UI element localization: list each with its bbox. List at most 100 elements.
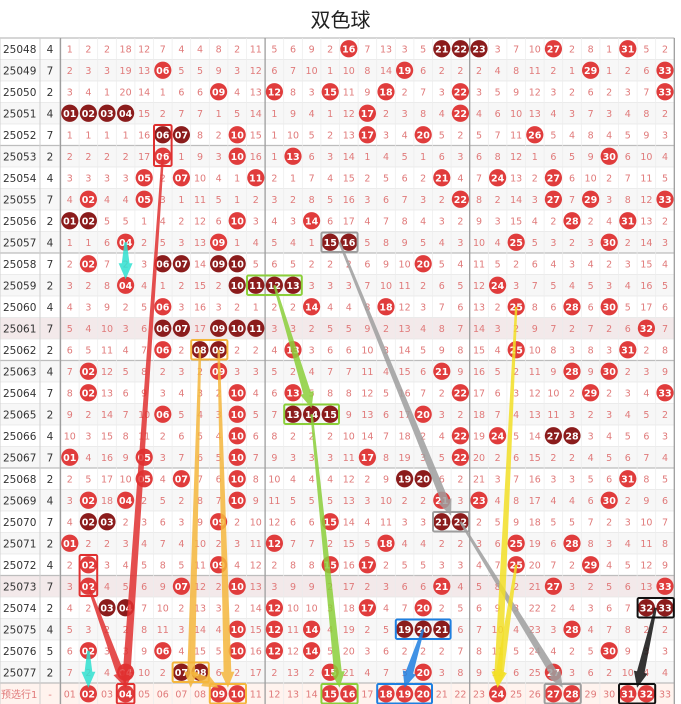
miss-count: 8 [588, 345, 594, 356]
miss-count: 6 [439, 152, 445, 163]
miss-count: 4 [569, 130, 575, 141]
footer-cell: 14 [306, 689, 318, 700]
miss-count: 14 [343, 152, 355, 163]
miss-count: 2 [495, 302, 501, 313]
miss-count: 16 [640, 281, 652, 292]
ball [656, 384, 674, 402]
miss-count: 2 [123, 302, 129, 313]
miss-count: 4 [569, 603, 575, 614]
miss-count: 3 [439, 560, 445, 571]
miss-count: 2 [625, 496, 631, 507]
footer-ball [377, 685, 395, 703]
ball [600, 362, 618, 380]
footer-cell: 31 [621, 689, 634, 700]
ball-number: 33 [658, 582, 671, 593]
footer-cell: 04 [119, 689, 133, 700]
ball-number: 10 [231, 216, 245, 227]
miss-count: 10 [268, 474, 280, 485]
ball [228, 126, 246, 144]
miss-count: 2 [439, 388, 445, 399]
ball-number: 33 [658, 195, 671, 206]
miss-count: 3 [662, 431, 668, 442]
miss-count: 5 [85, 345, 91, 356]
miss-count: 3 [67, 87, 73, 98]
ball-number: 24 [491, 431, 505, 442]
ball [210, 83, 228, 101]
miss-count: 4 [476, 109, 482, 120]
miss-count: 6 [402, 582, 408, 593]
issue-label: 25077 [3, 667, 36, 679]
ball [172, 663, 190, 681]
miss-count: 7 [588, 109, 594, 120]
ball [98, 599, 116, 617]
ball-number: 03 [100, 517, 113, 528]
miss-count: 2 [569, 44, 575, 55]
miss-count: 2 [402, 646, 408, 657]
trend-arrow [217, 349, 235, 688]
miss-count: 6 [178, 431, 184, 442]
miss-count: 2 [290, 302, 296, 313]
miss-count: 3 [606, 539, 612, 550]
miss-count: 19 [529, 539, 541, 550]
miss-count: 15 [343, 173, 355, 184]
ball-number: 30 [603, 152, 617, 163]
miss-count: 7 [309, 539, 315, 550]
ball [228, 405, 246, 423]
miss-count: 4 [234, 87, 240, 98]
miss-count: 4 [513, 410, 519, 421]
ball [451, 427, 469, 445]
miss-count: 20 [529, 560, 541, 571]
miss-count: 9 [550, 367, 556, 378]
miss-count: 3 [123, 539, 129, 550]
miss-count: 3 [104, 173, 110, 184]
miss-count: 18 [101, 496, 113, 507]
miss-count: 7 [383, 431, 389, 442]
miss-count: 22 [529, 603, 541, 614]
miss-count: 2 [67, 66, 73, 77]
miss-count: 12 [101, 367, 113, 378]
count-label: 7 [47, 323, 54, 335]
footer-cell: 24 [491, 689, 505, 700]
ball [98, 513, 116, 531]
miss-count: 6 [457, 302, 463, 313]
miss-count: 3 [402, 109, 408, 120]
miss-count: 2 [67, 474, 73, 485]
miss-count: 8 [457, 668, 463, 679]
miss-count: 4 [550, 259, 556, 270]
miss-count: 2 [569, 560, 575, 571]
miss-count: 2 [457, 130, 463, 141]
miss-count: 3 [439, 216, 445, 227]
issue-label: 25051 [3, 108, 36, 120]
miss-count: 6 [383, 646, 389, 657]
miss-count: 5 [383, 388, 389, 399]
miss-count: 7 [104, 259, 110, 270]
ball [154, 642, 172, 660]
miss-count: 3 [327, 152, 333, 163]
miss-count: 12 [510, 152, 522, 163]
miss-count: 2 [550, 66, 556, 77]
miss-count: 12 [343, 109, 355, 120]
miss-count: 5 [420, 345, 426, 356]
miss-count: 4 [364, 668, 370, 679]
issue-label: 25065 [3, 409, 36, 421]
ball [563, 298, 581, 316]
miss-count: 18 [473, 410, 485, 421]
ball [79, 255, 97, 273]
miss-count: 2 [457, 474, 463, 485]
miss-count: 11 [547, 410, 559, 421]
footer-cell: 20 [417, 689, 431, 700]
miss-count: 1 [327, 66, 333, 77]
miss-count: 3 [104, 560, 110, 571]
miss-count: 14 [343, 517, 355, 528]
miss-count: 10 [380, 496, 392, 507]
miss-count: 8 [290, 560, 296, 571]
miss-count: 2 [85, 410, 91, 421]
ball [433, 40, 451, 58]
miss-count: 6 [420, 66, 426, 77]
miss-count: 4 [606, 560, 612, 571]
miss-count: 2 [160, 173, 166, 184]
miss-count: 4 [85, 453, 91, 464]
miss-count: 17 [640, 302, 652, 313]
miss-count: 15 [250, 130, 262, 141]
miss-count: 4 [569, 281, 575, 292]
